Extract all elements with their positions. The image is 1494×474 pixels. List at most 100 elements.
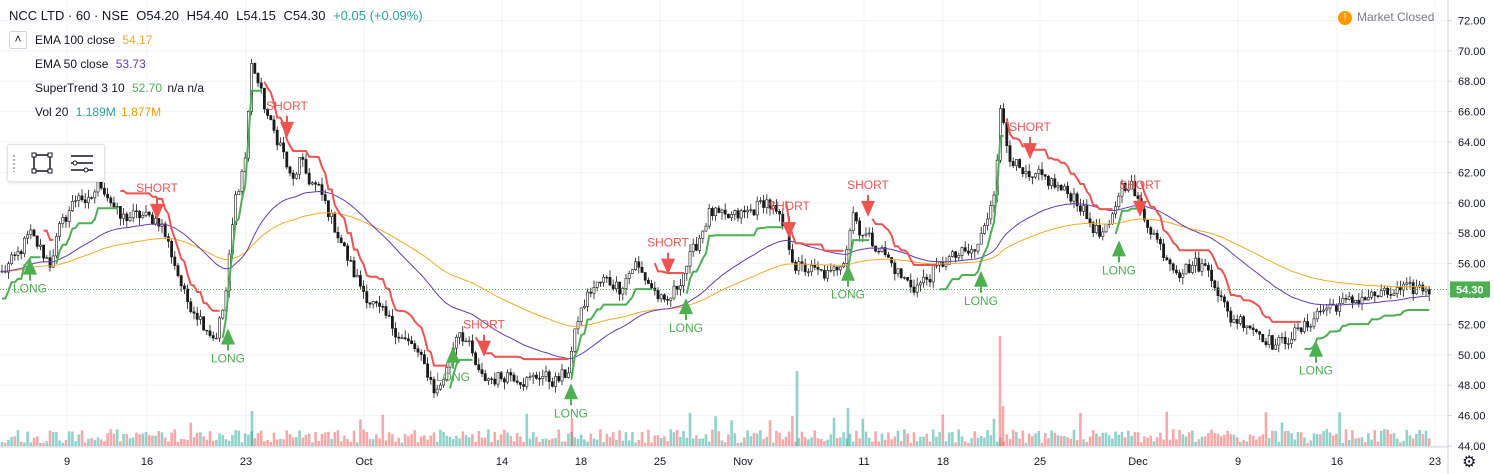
volume-bar bbox=[675, 430, 679, 446]
candle-body bbox=[87, 197, 90, 204]
symbol-header: NCC LTD · 60 · NSE O54.20 H54.40 L54.15 … bbox=[9, 8, 427, 23]
candle-body bbox=[1379, 290, 1383, 297]
candle-body bbox=[650, 283, 654, 289]
x-tick-label: 11 bbox=[858, 456, 869, 468]
volume-bar bbox=[973, 431, 977, 446]
candle-body bbox=[490, 378, 494, 380]
x-tick-label: Nov bbox=[733, 456, 753, 468]
volume-bar bbox=[487, 429, 490, 446]
settings-gear-icon[interactable]: ⚙ bbox=[1462, 454, 1477, 471]
drag-handle-icon[interactable] bbox=[12, 154, 16, 172]
candle-body bbox=[310, 182, 314, 185]
legend-supertrend[interactable]: SuperTrend 3 10 52.70 n/a n/a bbox=[35, 81, 204, 95]
volume-bar bbox=[0, 442, 4, 446]
candle-body bbox=[1031, 176, 1034, 178]
volume-bar bbox=[1235, 437, 1239, 446]
candle-body bbox=[669, 297, 673, 301]
candle-body bbox=[1306, 321, 1310, 328]
candle-body bbox=[1111, 213, 1114, 225]
y-tick-label: 58.00 bbox=[1458, 228, 1486, 240]
candle-body bbox=[592, 287, 596, 294]
candle-body bbox=[208, 330, 212, 336]
x-tick-label: 16 bbox=[1331, 456, 1343, 468]
candle-body bbox=[278, 142, 282, 146]
x-tick-label: 25 bbox=[654, 456, 666, 468]
volume-bar bbox=[807, 439, 810, 446]
volume-bar bbox=[531, 431, 535, 446]
y-tick-label: 48.00 bbox=[1458, 380, 1486, 392]
volume-bar bbox=[621, 440, 625, 446]
candle-body bbox=[61, 217, 65, 224]
candle-body bbox=[1235, 319, 1239, 324]
candle-body bbox=[573, 328, 577, 352]
candle-body bbox=[16, 251, 20, 256]
legend-ema100-label: EMA 100 close bbox=[35, 33, 116, 47]
volume-bar bbox=[240, 442, 244, 446]
candle-body bbox=[262, 87, 266, 110]
volume-bar bbox=[243, 433, 247, 446]
candle-body bbox=[1187, 264, 1191, 273]
volume-bar bbox=[1232, 434, 1236, 446]
candle-body bbox=[1175, 269, 1178, 273]
volume-bar bbox=[445, 435, 449, 446]
volume-bar bbox=[298, 430, 301, 446]
candle-body bbox=[1392, 293, 1396, 296]
volume-bar bbox=[1315, 434, 1319, 446]
volume-bar bbox=[1389, 434, 1393, 446]
volume-bar bbox=[179, 438, 183, 446]
volume-bar bbox=[247, 434, 250, 446]
legend-ema50[interactable]: EMA 50 close 53.73 bbox=[35, 57, 146, 71]
x-tick-label: 16 bbox=[141, 456, 153, 468]
candle-body bbox=[355, 275, 359, 278]
collapse-indicators-icon[interactable]: ˄ bbox=[9, 31, 27, 49]
candle-body bbox=[384, 306, 388, 316]
candle-body bbox=[237, 190, 241, 195]
volume-bar bbox=[355, 442, 359, 446]
candle-body bbox=[736, 210, 740, 219]
volume-bar bbox=[1277, 441, 1281, 446]
volume-bar bbox=[618, 430, 621, 446]
candle-body bbox=[218, 317, 222, 339]
short-label: SHORT bbox=[463, 318, 505, 332]
supertrend-up-line bbox=[449, 358, 473, 389]
market-status[interactable]: ! Market Closed bbox=[1338, 10, 1434, 25]
drawing-list-icon[interactable] bbox=[68, 151, 96, 175]
candle-body bbox=[730, 214, 734, 219]
volume-bar bbox=[186, 439, 189, 446]
volume-bar bbox=[1027, 433, 1031, 446]
volume-bar bbox=[739, 442, 743, 446]
volume-bar bbox=[813, 430, 817, 446]
candle-body bbox=[778, 211, 782, 215]
candle-body bbox=[582, 306, 586, 309]
symbol-title[interactable]: NCC LTD · 60 · NSE bbox=[9, 8, 129, 23]
volume-bar bbox=[419, 436, 423, 446]
supertrend-up-line bbox=[1304, 309, 1430, 350]
volume-bar bbox=[295, 436, 298, 446]
volume-bar bbox=[1197, 439, 1201, 446]
volume-bar bbox=[1085, 441, 1089, 446]
candle-body bbox=[474, 352, 478, 365]
legend-ema100[interactable]: EMA 100 close 54.17 bbox=[35, 33, 152, 47]
candle-body bbox=[272, 119, 276, 131]
candle-body bbox=[1415, 286, 1418, 295]
volume-bar bbox=[1341, 442, 1345, 446]
volume-bar bbox=[429, 435, 433, 446]
volume-bar bbox=[448, 436, 452, 446]
volume-bar bbox=[1053, 432, 1057, 446]
volume-bar bbox=[819, 439, 823, 446]
volume-bar bbox=[499, 434, 503, 446]
candle-body bbox=[282, 142, 286, 153]
volume-bar bbox=[1213, 433, 1217, 446]
volume-bar bbox=[791, 415, 794, 446]
volume-bar bbox=[16, 430, 20, 446]
legend-volume[interactable]: Vol 20 1.189M 1.877M bbox=[35, 105, 161, 119]
volume-bar bbox=[80, 430, 84, 446]
candle-body bbox=[135, 210, 138, 212]
volume-bar bbox=[752, 433, 756, 446]
rectangle-select-icon[interactable] bbox=[30, 151, 54, 175]
candle-body bbox=[704, 225, 708, 232]
candle-body bbox=[912, 286, 916, 293]
candle-body bbox=[1335, 304, 1338, 312]
volume-bar bbox=[371, 439, 375, 446]
